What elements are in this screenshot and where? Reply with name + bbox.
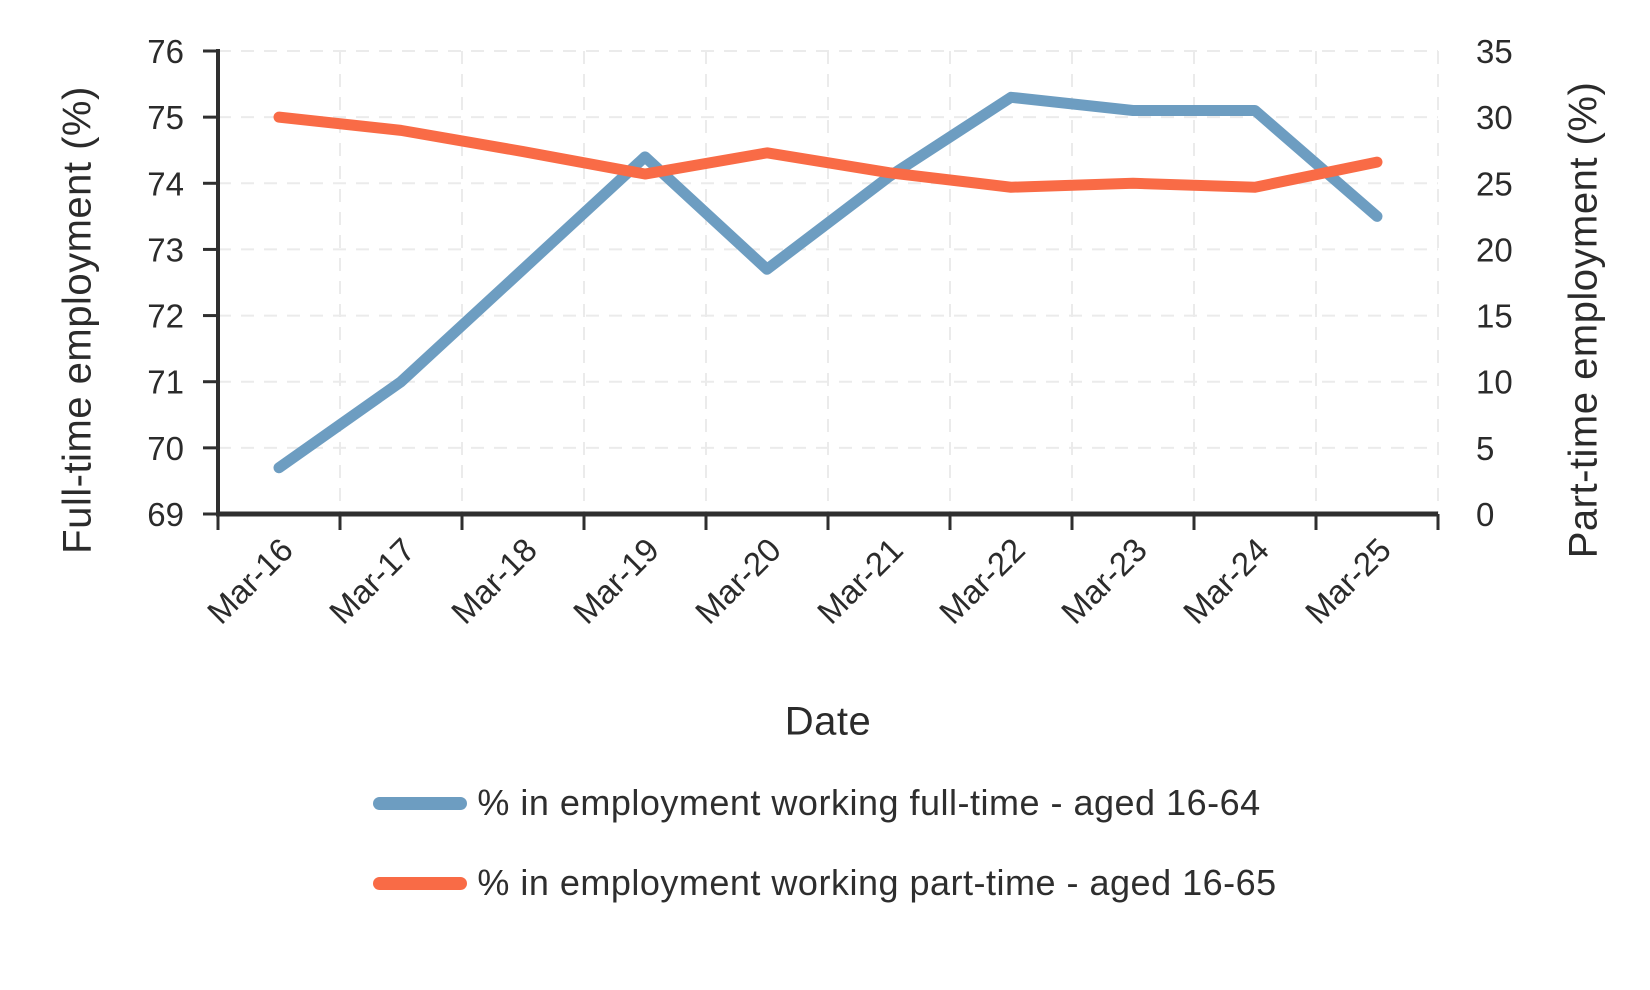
legend-label-part-time: % in employment working part-time - aged… xyxy=(477,862,1277,903)
x-axis-category-label: Mar-16 xyxy=(200,531,300,631)
x-axis-category-label: Mar-19 xyxy=(566,531,666,631)
right-axis-tick-label: 20 xyxy=(1476,231,1513,268)
left-axis-tick-label: 75 xyxy=(147,99,184,136)
x-axis-category-label: Mar-24 xyxy=(1176,531,1276,631)
legend-item-part-time: % in employment working part-time - aged… xyxy=(373,862,1276,904)
x-axis-category-label: Mar-22 xyxy=(932,531,1032,631)
left-axis-tick-label: 69 xyxy=(147,496,184,533)
x-axis-title: Date xyxy=(784,699,872,744)
x-axis-category-label: Mar-21 xyxy=(810,531,910,631)
left-axis-tick-label: 70 xyxy=(147,430,184,467)
right-axis-tick-label: 10 xyxy=(1476,364,1513,401)
left-axis-tick-label: 72 xyxy=(147,298,184,335)
legend: % in employment working full-time - aged… xyxy=(0,782,1650,904)
x-axis-category-label: Mar-20 xyxy=(688,531,788,631)
right-axis-tick-label: 35 xyxy=(1476,33,1513,70)
x-axis-category-label: Mar-23 xyxy=(1054,531,1154,631)
right-axis-tick-label: 25 xyxy=(1476,165,1513,202)
right-axis-tick-label: 15 xyxy=(1476,298,1513,335)
left-axis-tick-label: 76 xyxy=(147,33,184,70)
left-axis-title: Full-time employment (%) xyxy=(55,86,100,554)
left-axis-tick-label: 74 xyxy=(147,165,184,202)
right-axis-tick-label: 0 xyxy=(1476,496,1494,533)
x-axis-category-label: Mar-17 xyxy=(322,531,422,631)
right-axis-title: Part-time employment (%) xyxy=(1561,81,1606,559)
x-axis-category-label: Mar-25 xyxy=(1298,531,1398,631)
legend-inner: % in employment working full-time - aged… xyxy=(373,782,1276,904)
legend-item-full-time: % in employment working full-time - aged… xyxy=(373,782,1260,824)
right-axis-tick-label: 5 xyxy=(1476,430,1494,467)
left-axis-tick-label: 71 xyxy=(147,364,184,401)
legend-label-full-time: % in employment working full-time - aged… xyxy=(477,782,1261,823)
part-time-line-swatch xyxy=(373,876,468,890)
part-time-series-line xyxy=(273,111,1383,193)
full-time-line-swatch xyxy=(373,796,468,810)
right-axis-tick-label: 30 xyxy=(1476,99,1513,136)
left-axis-tick-label: 73 xyxy=(147,231,184,268)
full-time-series-line xyxy=(273,91,1383,474)
x-axis-category-label: Mar-18 xyxy=(444,531,544,631)
